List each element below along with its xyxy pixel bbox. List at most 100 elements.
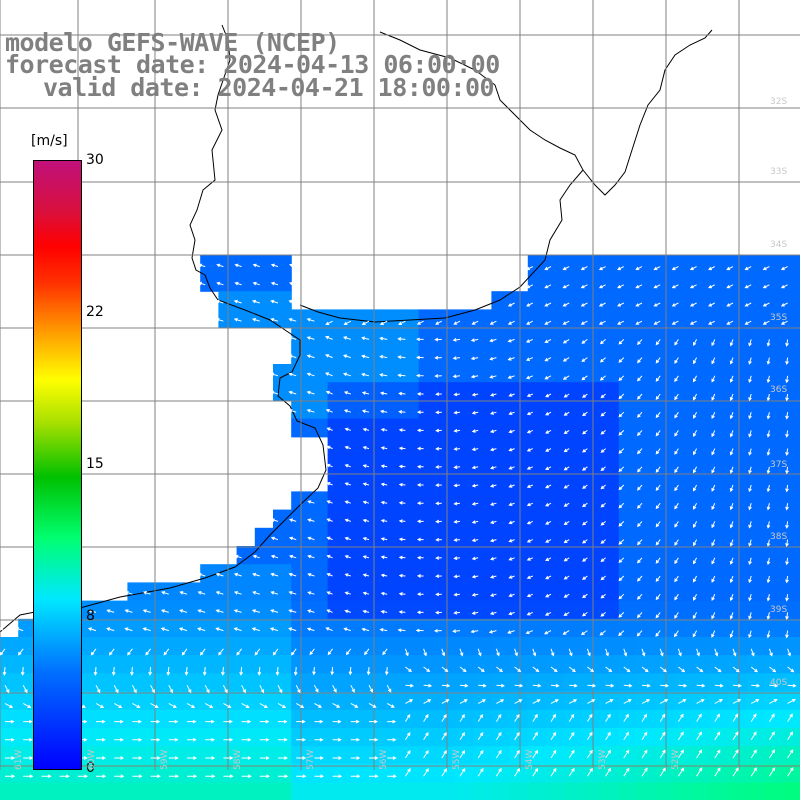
wind-arrow — [326, 427, 333, 431]
wind-arrow — [397, 628, 406, 633]
wind-arrow — [726, 302, 734, 307]
wind-speed-cell — [728, 273, 747, 292]
wind-speed-cell — [436, 364, 456, 383]
wind-speed-cell — [509, 382, 529, 401]
wind-speed-cell — [600, 400, 620, 420]
wind-arrow — [693, 593, 698, 601]
wind-speed-cell — [364, 655, 383, 674]
wind-speed-cell — [309, 746, 329, 765]
wind-arrow — [270, 572, 279, 577]
wind-speed-cell — [691, 746, 711, 765]
wind-arrow — [343, 627, 351, 632]
wind-speed-cell — [273, 782, 292, 800]
wind-speed-cell — [491, 345, 511, 365]
wind-arrow — [655, 630, 661, 637]
wind-arrow — [453, 538, 461, 542]
wind-arrow — [532, 699, 541, 704]
wind-speed-cell — [709, 509, 729, 529]
wind-arrow — [659, 731, 666, 741]
wind-speed-cell — [254, 618, 274, 638]
wind-arrow — [453, 447, 461, 451]
wind-arrow — [471, 447, 479, 452]
wind-arrow — [435, 501, 442, 506]
wind-speed-cell — [564, 418, 583, 438]
wind-speed-cell — [527, 455, 547, 474]
wind-speed-cell — [455, 400, 474, 420]
wind-speed-cell — [163, 746, 183, 765]
wind-speed-cell — [91, 673, 110, 693]
wind-speed-cell — [655, 764, 674, 784]
wind-arrow — [124, 591, 133, 595]
wind-arrow — [780, 302, 788, 307]
wind-arrow — [142, 627, 151, 632]
wind-speed-cell — [327, 600, 347, 620]
wind-speed-cell — [455, 345, 474, 365]
wind-speed-cell — [691, 291, 711, 310]
wind-speed-cell — [709, 782, 729, 800]
wind-speed-cell — [709, 618, 729, 638]
wind-arrow — [314, 719, 324, 724]
wind-speed-cell — [527, 600, 547, 620]
wind-arrow — [332, 684, 337, 693]
wind-speed-cell — [273, 309, 292, 329]
wind-arrow — [288, 554, 297, 559]
wind-arrow — [488, 629, 497, 634]
wind-arrow — [23, 774, 34, 779]
wind-arrow — [364, 648, 370, 656]
wind-speed-cell — [327, 655, 347, 674]
wind-speed-cell — [691, 364, 711, 383]
wind-speed-cell — [364, 455, 383, 474]
wind-arrow — [309, 648, 315, 656]
wind-speed-cell — [746, 273, 765, 292]
wind-speed-cell — [600, 546, 620, 565]
wind-arrow — [769, 683, 779, 688]
wind-speed-cell — [0, 782, 19, 800]
wind-speed-cell — [309, 364, 329, 383]
wind-speed-cell — [400, 436, 420, 456]
wind-arrow — [471, 593, 479, 597]
wind-speed-cell — [582, 527, 602, 547]
wind-arrow — [459, 714, 465, 722]
wind-speed-cell — [254, 746, 274, 765]
wind-speed-cell — [691, 546, 711, 565]
wind-speed-cell — [491, 637, 511, 656]
wind-arrow — [689, 284, 697, 289]
wind-speed-cell — [127, 691, 147, 711]
wind-speed-cell — [382, 582, 401, 602]
wind-arrow — [689, 302, 697, 307]
wind-speed-cell — [546, 673, 565, 693]
wind-speed-cell — [782, 273, 800, 292]
wind-arrow — [307, 591, 315, 595]
wind-arrow — [581, 375, 588, 381]
wind-speed-cell — [728, 345, 747, 365]
wind-speed-cell — [473, 327, 492, 347]
wind-arrow — [748, 430, 752, 438]
wind-arrow — [350, 684, 355, 693]
wind-arrow — [766, 630, 771, 639]
wind-speed-cell — [582, 455, 602, 474]
wind-speed-cell — [709, 473, 729, 492]
wind-arrow — [653, 302, 661, 307]
wind-arrow — [361, 336, 370, 341]
wind-speed-cell — [564, 618, 583, 638]
wind-arrow — [582, 393, 588, 398]
wind-arrow — [160, 609, 169, 613]
wind-speed-cell — [728, 600, 747, 620]
wind-speed-cell — [491, 764, 511, 784]
wind-speed-cell — [345, 618, 365, 638]
wind-arrow — [677, 749, 684, 759]
wind-speed-cell — [0, 709, 19, 729]
wind-arrow — [22, 684, 28, 694]
wind-speed-cell — [709, 273, 729, 292]
wind-arrow — [729, 557, 734, 565]
wind-arrow — [744, 266, 752, 271]
wind-speed-cell — [546, 455, 565, 474]
wind-speed-cell — [728, 746, 747, 765]
wind-arrow — [729, 575, 734, 584]
wind-arrow — [636, 593, 643, 600]
wind-arrow — [655, 466, 661, 473]
wind-arrow — [380, 464, 388, 469]
wind-arrow — [223, 737, 234, 742]
wind-arrow — [726, 320, 734, 325]
wind-arrow — [636, 612, 643, 619]
